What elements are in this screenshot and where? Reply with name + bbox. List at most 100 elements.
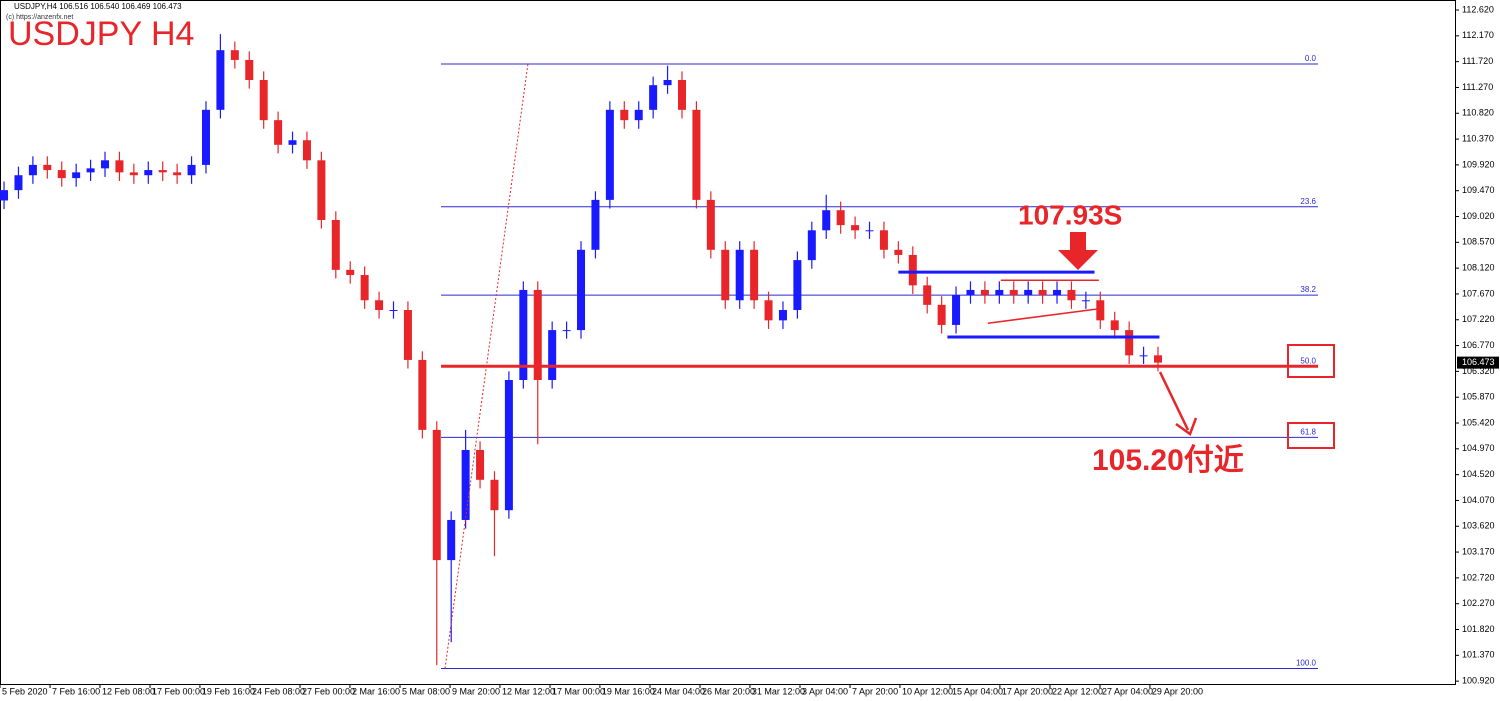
candle-body [302,140,311,161]
candle-body [1038,289,1047,296]
y-tick-label: 105.870 [1462,392,1495,402]
candle-body [894,249,903,255]
y-tick-label: 103.620 [1462,521,1495,531]
x-tick-label: 17 Apr 20:00 [1002,686,1053,696]
candle-body [851,225,860,231]
x-tick-label: 17 Feb 00:00 [152,686,205,696]
x-tick-label: 15 Apr 04:00 [952,686,1003,696]
y-tick-label: 106.770 [1462,340,1495,350]
down-arrow [1158,371,1198,436]
candle-body [836,210,845,226]
candle-body [1125,330,1134,356]
candle-body [418,359,427,430]
candle-body [360,275,369,301]
y-tick-label: 109.470 [1462,185,1495,195]
x-tick-label: 12 Mar 12:00 [502,686,555,696]
x-tick-label: 5 Feb 2020 [2,686,48,696]
last-price-label: 106.473 [1462,357,1495,367]
last-price-box [1457,356,1499,369]
fib-label: 0.0 [1305,54,1317,63]
y-tick-label: 108.120 [1462,263,1495,273]
candle-body [620,109,629,121]
candle-body [1024,289,1033,296]
candle-body [778,310,787,321]
candle-body [937,304,946,325]
fib-label: 50.0 [1300,356,1316,365]
candle-body [908,254,917,286]
x-tick-label: 5 Mar 08:00 [402,686,450,696]
candle-body [245,59,254,81]
candle-body [187,164,196,176]
candle-body [879,230,888,250]
candle-body [43,164,52,171]
candle-body [403,310,412,360]
candle-body [649,85,658,110]
candle-body [750,249,759,301]
candle-body [1053,289,1062,296]
candle-body [1067,289,1076,301]
candle-body [447,519,456,561]
candle-body [1009,289,1018,296]
candle-body [86,168,95,173]
highlight-box [1287,422,1335,449]
x-tick-label: 27 Apr 04:00 [1102,686,1153,696]
y-tick-label: 101.370 [1462,650,1495,660]
y-tick-label: 109.920 [1462,159,1495,169]
x-tick-label: 2 Mar 16:00 [352,686,400,696]
x-tick-label: 27 Feb 00:00 [302,686,355,696]
candle-body [822,210,831,231]
candle-body [692,109,701,200]
y-tick-label: 101.820 [1462,624,1495,634]
candle-body [173,172,182,176]
candle-body [101,160,110,169]
x-tick-label: 19 Mar 16:00 [602,686,655,696]
x-tick-label: 19 Feb 16:00 [202,686,255,696]
candle-body [230,50,239,60]
x-tick-label: 29 Apr 20:00 [1152,686,1203,696]
drawing-line [444,63,529,669]
y-tick-label: 110.820 [1462,108,1494,118]
candle-body [807,230,816,261]
x-tick-label: 24 Mar 04:00 [652,686,705,696]
candle-body [577,249,586,331]
candle-body [562,330,571,332]
y-tick-label: 112.620 [1462,4,1494,14]
candle-body [865,230,874,232]
candle-body [476,449,485,480]
candle-body [966,289,975,296]
copyright: (c) https://anzenfx.net [6,14,73,21]
candle-body [72,172,81,179]
y-tick-label: 106.320 [1462,366,1495,376]
candle-body [952,295,961,325]
candle-body [375,300,384,311]
candle-body [793,260,802,311]
down-arrow [1058,232,1098,270]
highlight-box [1287,344,1335,378]
candle-body [591,199,600,250]
annotation: 105.20付近 [1092,444,1244,477]
candle-body [129,172,138,176]
drawing-line [987,307,1104,324]
candle-body [980,289,989,296]
y-tick-label: 105.420 [1462,417,1495,427]
y-tick-label: 104.070 [1462,495,1495,505]
candle-body [490,479,499,511]
candle-body [317,160,326,220]
candle-body [331,219,340,270]
candle-body [28,164,37,176]
candle-body [259,80,268,121]
candle-body [519,289,528,380]
candle-body [389,310,398,312]
candle-body [1081,300,1090,302]
y-tick-label: 111.270 [1462,82,1493,92]
candle-body [432,429,441,561]
candle-body [201,109,210,165]
plot-frame [0,0,1456,685]
candle-body [995,289,1004,296]
candle-body [216,50,225,110]
y-tick-label: 108.570 [1462,237,1495,247]
y-tick-label: 109.020 [1462,211,1495,221]
x-tick-label: 3 Apr 04:00 [802,686,848,696]
